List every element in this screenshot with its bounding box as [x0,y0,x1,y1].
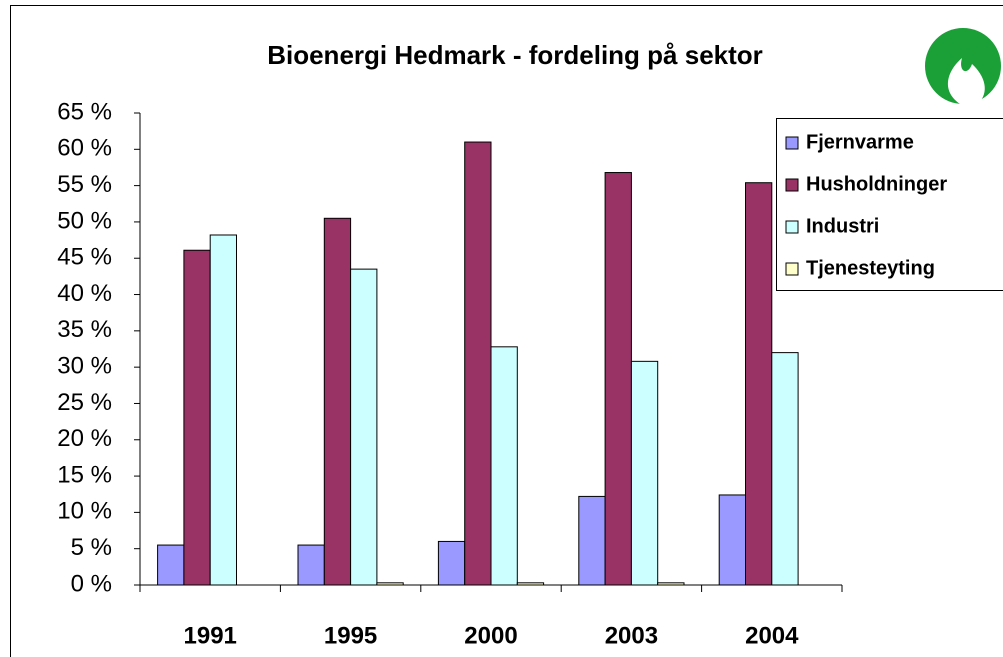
y-tick-label: 15 % [57,461,112,488]
bar [323,217,352,586]
bar [157,544,185,586]
y-tick-label: 60 % [57,135,112,162]
x-tick-label: 2000 [464,622,517,649]
bar [630,360,659,586]
x-tick-label: 2003 [605,622,658,649]
legend-box [776,118,1003,291]
legend-label: Tjenesteyting [806,257,935,279]
x-tick-label: 2004 [745,622,799,649]
legend-label: Industri [806,215,879,237]
y-tick-label: 10 % [57,498,112,525]
y-tick-label: 65 % [57,98,112,125]
legend-swatch [785,220,799,234]
legend-label: Fjernvarme [806,131,914,153]
x-tick-label: 1995 [324,622,377,649]
bar [490,346,518,586]
bar [718,494,747,586]
y-tick-label: 30 % [57,352,112,379]
logo [925,28,1001,104]
bar [350,268,378,586]
bar [578,495,606,586]
bar [297,544,325,586]
bar [464,141,492,586]
x-tick-label: 1991 [184,622,237,649]
legend-swatch [785,262,799,276]
y-tick-label: 5 % [71,534,112,561]
bar [771,352,799,586]
y-tick-label: 40 % [57,280,112,307]
y-tick-label: 45 % [57,244,112,271]
bar [183,249,211,586]
y-tick-label: 25 % [57,389,112,416]
legend-swatch [785,136,799,150]
bar [437,540,466,586]
bar [745,182,773,586]
y-tick-label: 55 % [57,171,112,198]
bar [209,234,237,586]
bar [604,172,632,586]
legend-label: Husholdninger [806,173,947,195]
chart-title: Bioenergi Hedmark - fordeling på sektor [267,40,763,70]
legend-swatch [785,178,799,192]
y-tick-label: 50 % [57,207,112,234]
y-tick-label: 20 % [57,425,112,452]
y-tick-label: 35 % [57,316,112,343]
y-tick-label: 0 % [71,570,112,597]
